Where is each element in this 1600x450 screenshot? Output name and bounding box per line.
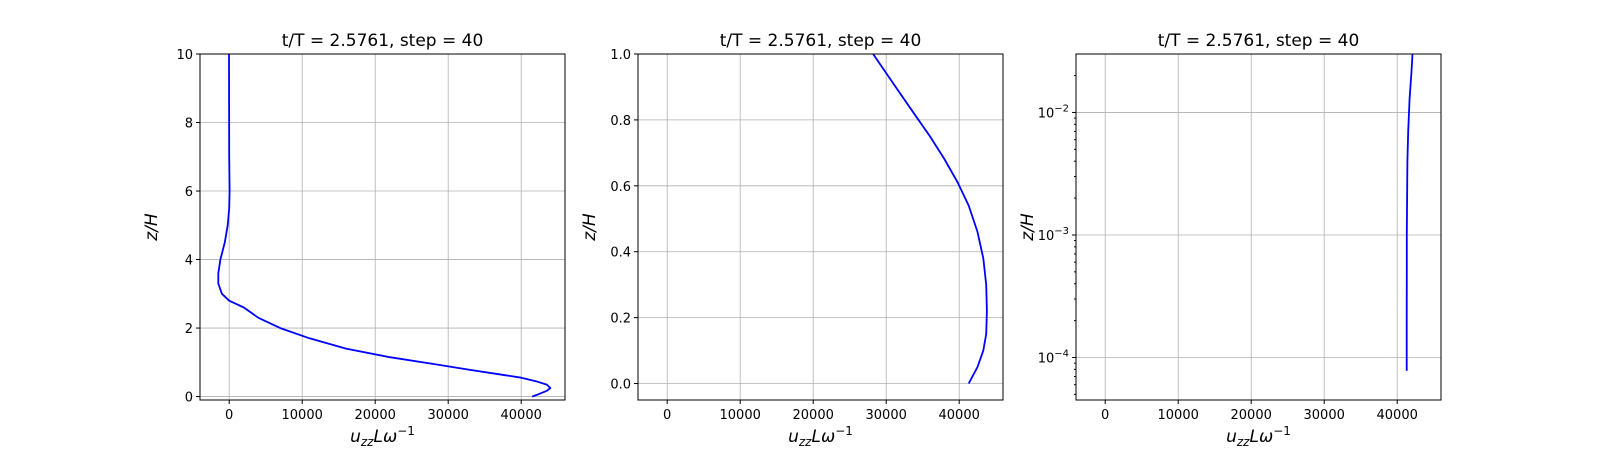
y-tick-label: 0.2 xyxy=(610,312,631,327)
x-tick-label: 20000 xyxy=(793,408,834,423)
y-tick-label: 0.8 xyxy=(610,114,631,129)
x-tick-label: 10000 xyxy=(1158,408,1199,423)
y-tick-label: 0.4 xyxy=(610,246,631,261)
chart-title: t/T = 2.5761, step = 40 xyxy=(1158,31,1360,51)
x-tick-label: 40000 xyxy=(939,408,980,423)
x-tick-label: 30000 xyxy=(866,408,907,423)
series-line xyxy=(872,53,988,384)
y-tick-label: 1.0 xyxy=(610,48,631,63)
x-tick-label: 0 xyxy=(663,408,671,423)
y-tick-label: 8 xyxy=(185,117,193,132)
y-tick-label: 10−3 xyxy=(1038,226,1069,244)
y-tick-label: 0.6 xyxy=(610,180,631,195)
subplot-3: 0 10000 20000 30000 40000 10−4 10−3 10−2 t/T = 2… xyxy=(1018,31,1442,449)
y-axis-label: z/H xyxy=(580,213,600,242)
x-tick-label: 0 xyxy=(1101,408,1109,423)
x-tick-label: 20000 xyxy=(1231,408,1272,423)
y-axis-label: z/H xyxy=(142,213,162,242)
x-axis-label: uzzLω−1 xyxy=(1226,424,1291,449)
axes-frame xyxy=(637,53,1004,401)
y-tick-label: 10−4 xyxy=(1038,349,1069,367)
x-tick-label: 40000 xyxy=(1377,408,1418,423)
y-axis-label: z/H xyxy=(1018,213,1038,242)
y-tick-label: 0.0 xyxy=(610,378,631,393)
series-line xyxy=(1405,53,1414,371)
x-tick-label: 30000 xyxy=(1304,408,1345,423)
x-tick-label: 10000 xyxy=(282,408,323,423)
y-tick-label: 4 xyxy=(185,254,193,269)
subplot-1: 0 10000 20000 30000 40000 0 2 4 6 8 10 t/T = 2.5761… xyxy=(142,31,566,449)
y-tick-label: 0 xyxy=(185,391,193,406)
y-tick-label: 2 xyxy=(185,322,193,337)
axes-frame xyxy=(1075,53,1442,401)
x-axis-label: uzzLω−1 xyxy=(788,424,853,449)
x-tick-label: 30000 xyxy=(428,408,469,423)
y-tick-label: 10−2 xyxy=(1038,103,1069,121)
chart-title: t/T = 2.5761, step = 40 xyxy=(720,31,922,51)
x-tick-label: 0 xyxy=(225,408,233,423)
y-tick-label: 6 xyxy=(185,185,193,200)
subplot-2: 0 10000 20000 30000 40000 0.0 0.2 0.4 0.6 0.8 1.0 t… xyxy=(580,31,1004,449)
chart-title: t/T = 2.5761, step = 40 xyxy=(282,31,484,51)
x-tick-label: 10000 xyxy=(720,408,761,423)
axes-frame xyxy=(199,53,566,401)
y-tick-label: 10 xyxy=(176,48,193,63)
series-line xyxy=(217,53,552,398)
x-axis-label: uzzLω−1 xyxy=(350,424,415,449)
x-tick-label: 40000 xyxy=(501,408,542,423)
x-tick-label: 20000 xyxy=(355,408,396,423)
